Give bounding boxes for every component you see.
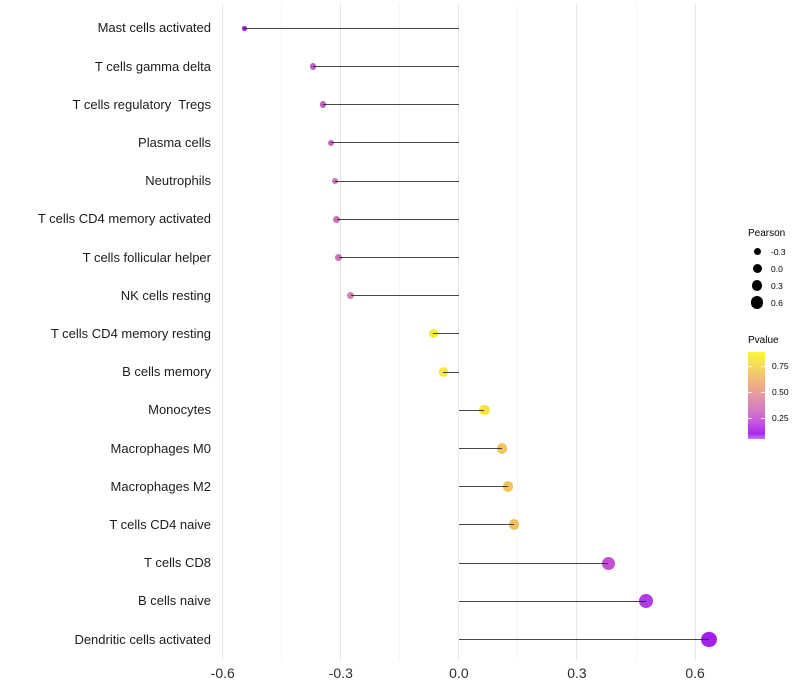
category-label: Monocytes — [148, 402, 211, 418]
pvalue-gradient-tick — [748, 392, 752, 394]
pvalue-legend-label: 0.25 — [772, 413, 789, 424]
lollipop-dot — [638, 594, 653, 609]
pearson-legend-title: Pearson — [748, 228, 786, 239]
category-label: T cells CD4 naive — [109, 516, 211, 532]
category-label: Neutrophils — [145, 173, 211, 189]
category-label: Dendritic cells activated — [74, 631, 211, 647]
lollipop-stem — [330, 142, 459, 144]
category-label: Macrophages M0 — [110, 440, 211, 456]
lollipop-dot — [479, 405, 490, 416]
pvalue-legend-label: 0.50 — [772, 387, 789, 398]
category-label: T cells follicular helper — [82, 249, 211, 265]
gridline-minor — [399, 4, 401, 660]
pearson-legend-entry: -0.3 — [748, 243, 800, 260]
lollipop-stem — [458, 447, 503, 450]
gridline-minor — [281, 4, 283, 660]
pvalue-gradient-tick — [748, 365, 752, 367]
gridline-major — [458, 4, 460, 660]
category-label: B cells memory — [122, 364, 211, 380]
pvalue-legend-label: 0.75 — [772, 360, 789, 371]
pearson-legend-entry: 0.3 — [748, 277, 800, 294]
x-tick-label: 0.3 — [567, 665, 587, 681]
pearson-legend-label: -0.3 — [771, 246, 786, 257]
pearson-legend-key-dot — [751, 280, 763, 291]
pearson-legend-entries: -0.3 0.0 0.3 0.6 — [748, 243, 800, 311]
pvalue-gradient-tick — [761, 392, 765, 394]
category-label: Macrophages M2 — [110, 478, 211, 494]
lollipop-dot — [508, 519, 520, 531]
lollipop-dot — [502, 481, 514, 493]
category-label: T cells regulatory Tregs — [72, 96, 211, 112]
lollipop-dot — [428, 329, 438, 339]
pearson-legend-entry: 0.6 — [748, 294, 800, 311]
pvalue-color-legend: Pvalue 0.75 0.50 0.25 — [748, 335, 800, 439]
lollipop-stem — [458, 638, 709, 641]
lollipop-stem — [458, 409, 485, 411]
pearson-legend-key-dot — [750, 296, 764, 309]
lollipop-stem — [443, 371, 459, 373]
lollipop-stem — [336, 218, 459, 220]
gridline-major — [340, 4, 342, 660]
pearson-legend-key-dot — [752, 264, 762, 273]
pearson-legend-key-dot — [753, 248, 761, 255]
lollipop-stem — [338, 256, 459, 259]
x-tick-label: 0.0 — [449, 665, 469, 681]
x-tick-label: 0.6 — [685, 665, 705, 681]
category-label: T cells CD4 memory resting — [50, 325, 211, 341]
category-label: T cells CD8 — [144, 555, 211, 571]
lollipop-stem — [313, 65, 459, 68]
category-label: T cells CD4 memory activated — [37, 211, 211, 227]
lollipop-stem — [458, 562, 609, 564]
pearson-legend-label: 0.6 — [771, 297, 783, 308]
lollipop-dot — [496, 443, 508, 454]
gridline-major — [576, 4, 578, 660]
pvalue-gradient-tick — [761, 418, 765, 420]
lollipop-stem — [323, 104, 459, 106]
lollipop-stem — [458, 486, 509, 488]
pvalue-gradient-tick — [761, 365, 765, 367]
lollipop-stem — [334, 180, 459, 182]
pearson-legend-entry: 0.0 — [748, 260, 800, 277]
pvalue-gradient-tick — [748, 418, 752, 420]
category-label: Mast cells activated — [97, 20, 211, 36]
lollipop-stem — [350, 295, 459, 297]
pearson-size-legend: Pearson -0.3 0.0 0.3 0.6 — [748, 228, 800, 311]
gridline-minor — [635, 4, 637, 660]
pearson-legend-label: 0.0 — [771, 263, 783, 274]
lollipop-dot — [701, 631, 717, 648]
pvalue-legend-title: Pvalue — [748, 335, 779, 346]
gridline-major — [694, 4, 696, 660]
lollipop-dot — [601, 556, 615, 570]
pvalue-gradient-bar: 0.75 0.50 0.25 — [748, 352, 789, 439]
lollipop-stem — [244, 27, 459, 29]
gridline-major — [222, 4, 224, 660]
lollipop-stem — [458, 524, 514, 526]
x-tick-label: -0.3 — [328, 665, 353, 681]
category-label: B cells naive — [138, 593, 211, 609]
category-label: Plasma cells — [138, 134, 211, 150]
lollipop-dot — [333, 215, 341, 223]
gridline-minor — [517, 4, 519, 660]
lollipop-dot — [310, 63, 317, 70]
category-label: T cells gamma delta — [94, 58, 211, 74]
lollipop-stem — [458, 600, 646, 602]
category-label: NK cells resting — [120, 287, 211, 303]
pearson-legend-label: 0.3 — [771, 280, 783, 291]
lollipop-stem — [433, 333, 459, 335]
x-tick-label: -0.6 — [210, 665, 235, 681]
